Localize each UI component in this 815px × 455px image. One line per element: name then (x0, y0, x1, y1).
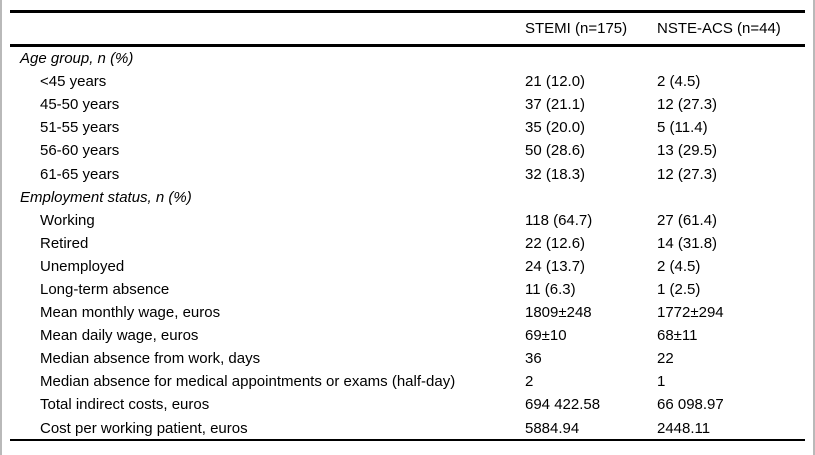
table-row: Median absence from work, days 36 22 (10, 347, 805, 370)
row-label: Cost per working patient, euros (40, 419, 248, 437)
stemi-value: 2 (525, 373, 534, 391)
table-row: Unemployed 24 (13.7) 2 (4.5) (10, 255, 805, 278)
nste-acs-value: 2448.11 (657, 419, 711, 437)
row-label: Working (40, 211, 95, 229)
row-label: 56-60 years (40, 142, 120, 160)
nste-acs-value: 12 (27.3) (657, 165, 718, 183)
nste-acs-value: 1 (657, 373, 666, 391)
table-row: Employment status, n (%) (10, 186, 805, 209)
header-rule (10, 44, 805, 47)
bottom-rule (10, 439, 805, 441)
table-row: Median absence for medical appointments … (10, 370, 805, 393)
table-row: 56-60 years 50 (28.6) 13 (29.5) (10, 139, 805, 162)
stemi-value: 32 (18.3) (525, 165, 586, 183)
row-label: Mean daily wage, euros (40, 327, 199, 345)
stemi-value: 24 (13.7) (525, 257, 586, 275)
nste-acs-value: 1 (2.5) (657, 280, 701, 298)
row-label: Mean monthly wage, euros (40, 304, 221, 322)
nste-acs-value: 68±11 (657, 327, 698, 345)
stemi-value: 118 (64.7) (525, 211, 593, 229)
row-label: Total indirect costs, euros (40, 396, 210, 414)
column-header-stemi: STEMI (n=175) (525, 20, 628, 37)
row-label: Unemployed (40, 257, 125, 275)
row-label: 61-65 years (40, 165, 120, 183)
stemi-value: 21 (12.0) (525, 73, 586, 91)
row-label: Retired (40, 234, 89, 252)
table-row: 51-55 years 35 (20.0) 5 (11.4) (10, 116, 805, 139)
nste-acs-value: 2 (4.5) (657, 73, 701, 91)
stemi-value: 22 (12.6) (525, 234, 586, 252)
stemi-value: 35 (20.0) (525, 119, 586, 137)
stemi-value: 1809±248 (525, 304, 592, 322)
table-row: Long-term absence 11 (6.3) 1 (2.5) (10, 278, 805, 301)
nste-acs-value: 12 (27.3) (657, 96, 718, 114)
stemi-value: 69±10 (525, 327, 567, 345)
stemi-value: 694 422.58 (525, 396, 601, 414)
stemi-value: 36 (525, 350, 542, 368)
table-row: Age group, n (%) (10, 47, 805, 70)
row-label: 45-50 years (40, 96, 120, 114)
table-row: Cost per working patient, euros 5884.94 … (10, 417, 805, 440)
row-label: Long-term absence (40, 280, 170, 298)
top-rule (10, 10, 805, 13)
table-row: Mean daily wage, euros 69±10 68±11 (10, 324, 805, 347)
nste-acs-value: 1772±294 (657, 304, 724, 322)
table-row: 45-50 years 37 (21.1) 12 (27.3) (10, 93, 805, 116)
row-label: 51-55 years (40, 119, 120, 137)
row-label: Age group, n (%) (20, 50, 134, 68)
row-label: <45 years (40, 73, 107, 91)
nste-acs-value: 22 (657, 350, 674, 368)
table-row: 61-65 years 32 (18.3) 12 (27.3) (10, 162, 805, 185)
nste-acs-value: 66 098.97 (657, 396, 724, 414)
nste-acs-value: 2 (4.5) (657, 257, 701, 275)
row-label: Employment status, n (%) (20, 188, 192, 206)
table-header-row: STEMI (n=175) NSTE-ACS (n=44) (10, 13, 805, 44)
stemi-value: 50 (28.6) (525, 142, 586, 160)
column-header-nste-acs: NSTE-ACS (n=44) (657, 20, 781, 37)
table-row: Total indirect costs, euros 694 422.58 6… (10, 393, 805, 416)
nste-acs-value: 14 (31.8) (657, 234, 718, 252)
stemi-value: 37 (21.1) (525, 96, 586, 114)
row-label: Median absence from work, days (40, 350, 261, 368)
table-body: Age group, n (%) <45 years 21 (12.0) 2 (… (10, 47, 805, 440)
nste-acs-value: 5 (11.4) (657, 119, 708, 137)
table-row: Working 118 (64.7) 27 (61.4) (10, 209, 805, 232)
table-row: Mean monthly wage, euros 1809±248 1772±2… (10, 301, 805, 324)
nste-acs-value: 13 (29.5) (657, 142, 718, 160)
nste-acs-value: 27 (61.4) (657, 211, 718, 229)
stemi-value: 11 (6.3) (525, 280, 576, 298)
row-label: Median absence for medical appointments … (40, 373, 456, 391)
table-row: Retired 22 (12.6) 14 (31.8) (10, 232, 805, 255)
stemi-value: 5884.94 (525, 419, 580, 437)
table-row: <45 years 21 (12.0) 2 (4.5) (10, 70, 805, 93)
